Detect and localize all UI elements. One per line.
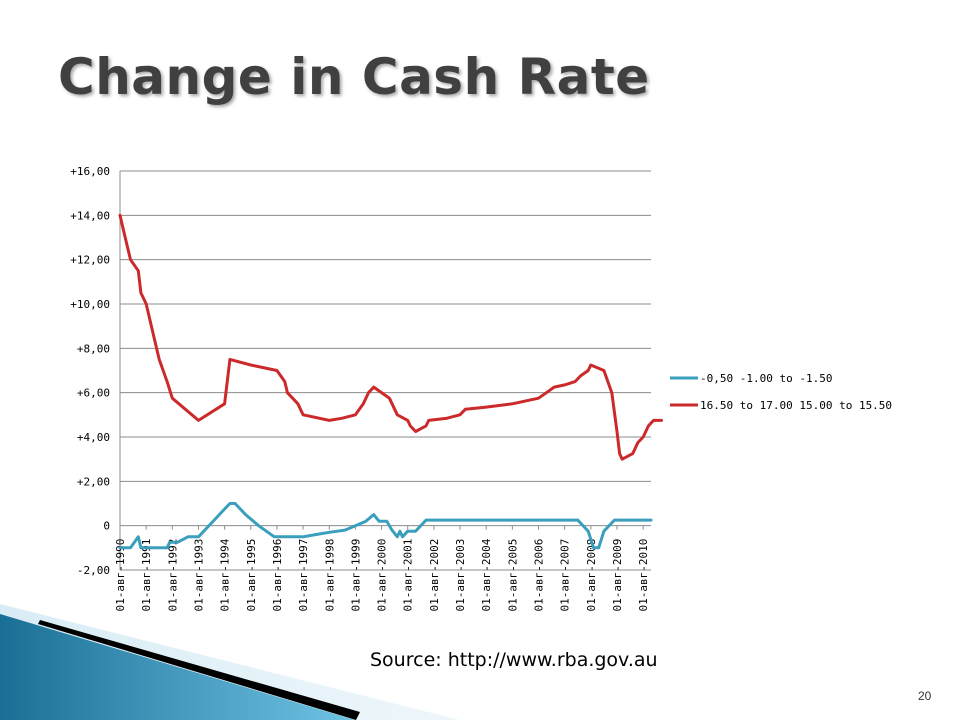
y-axis-ticks: -2,00 0 +2,00 +4,00 +6,00 +8,00 +10,00 +12,00 +1…: [70, 165, 110, 577]
y-tick-label: +10,00: [70, 298, 110, 311]
y-tick-label: +8,00: [77, 342, 110, 355]
x-tick-label: 01-авг-2000: [376, 539, 389, 612]
x-tick-label: 01-авг-1999: [349, 539, 362, 612]
x-tick-label: 01-авг-1993: [192, 539, 205, 612]
x-axis-ticks: 01-авг-1990 01-авг-1991 01-авг-1992 01-авг-…: [114, 525, 650, 612]
y-tick-label: -2,00: [77, 564, 110, 577]
x-tick-label: 01-авг-1995: [245, 539, 258, 612]
x-tick-label: 01-авг-1996: [271, 539, 284, 612]
y-tick-label: +16,00: [70, 165, 110, 178]
x-tick-label: 01-авг-1992: [166, 539, 179, 612]
corner-blue-band: [0, 614, 355, 720]
y-tick-label: +4,00: [77, 431, 110, 444]
series-line-1: [118, 502, 653, 550]
y-tick-label: +12,00: [70, 254, 110, 267]
y-tick-label: +2,00: [77, 475, 110, 488]
series-lines: [118, 213, 663, 550]
gridlines: [120, 170, 651, 571]
x-tick-label: 01-авг-2006: [533, 539, 546, 612]
x-tick-label: 01-авг-2007: [559, 539, 572, 612]
x-tick-label: 01-авг-2002: [428, 539, 441, 612]
x-tick-label: 01-авг-1997: [297, 539, 310, 612]
legend-label-1: -0,50 -1.00 to -1.50: [700, 372, 832, 385]
y-tick-label: +6,00: [77, 387, 110, 400]
legend-label-2: 16.50 to 17.00 15.00 to 15.50: [700, 399, 892, 412]
x-tick-label: 01-авг-2004: [480, 538, 493, 611]
x-tick-label: 01-авг-2009: [611, 539, 624, 612]
x-tick-label: 01-авг-1998: [323, 539, 336, 612]
x-tick-label: 01-авг-2003: [454, 539, 467, 612]
x-tick-label: 01-авг-1994: [219, 538, 232, 611]
page-number: 20: [918, 689, 932, 703]
x-tick-label: 01-авг-1990: [114, 539, 127, 612]
corner-black-stripe: [38, 620, 360, 720]
y-tick-label: +14,00: [70, 209, 110, 222]
x-tick-label: 01-авг-2005: [506, 539, 519, 612]
x-tick-label: 01-авг-1991: [140, 539, 153, 612]
x-tick-label: 01-авг-2001: [402, 539, 415, 612]
y-tick-label: 0: [103, 520, 110, 533]
slide-title: Change in Cash Rate: [58, 48, 650, 106]
x-tick-label: 01-авг-2010: [637, 539, 650, 612]
source-note: Source: http://www.rba.gov.au: [370, 649, 658, 671]
series-line-2: [118, 213, 663, 461]
legend: -0,50 -1.00 to -1.50 16.50 to 17.00 15.00…: [670, 372, 892, 412]
x-tick-label: 01-авг-2008: [585, 539, 598, 612]
